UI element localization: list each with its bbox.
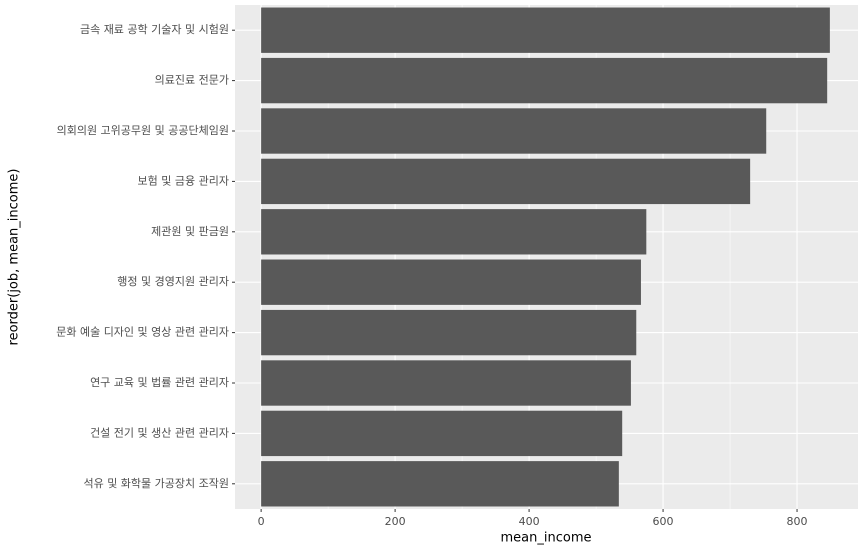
y-tick-label: 보험 및 금융 관리자 xyxy=(138,174,229,187)
y-tick-label: 금속 재료 공학 기술자 및 시험원 xyxy=(80,23,229,36)
x-tick-label: 600 xyxy=(653,515,674,528)
bar xyxy=(261,57,828,104)
x-tick-label: 200 xyxy=(385,515,406,528)
bar xyxy=(261,410,623,457)
y-tick-label: 석유 및 화학물 가공장치 조작원 xyxy=(83,477,229,490)
x-tick-label: 800 xyxy=(787,515,808,528)
bar xyxy=(261,158,751,205)
y-tick-label: 의료진료 전문가 xyxy=(155,74,229,87)
bar xyxy=(261,461,619,507)
y-axis-title: reorder(job, mean_income) xyxy=(7,169,22,346)
y-tick-label: 제관원 및 판금원 xyxy=(151,225,229,238)
x-tick-label: 400 xyxy=(519,515,540,528)
y-tick-label: 행정 및 경영지원 관리자 xyxy=(117,275,229,288)
y-tick-label: 연구 교육 및 법률 관련 관리자 xyxy=(90,376,229,389)
x-axis-title: mean_income xyxy=(501,531,592,546)
bar xyxy=(261,360,631,406)
y-tick-label: 의회의원 고위공무원 및 공공단체임원 xyxy=(57,124,229,137)
bar xyxy=(261,108,767,154)
x-tick-label: 0 xyxy=(258,515,265,528)
bar xyxy=(261,7,830,53)
bar xyxy=(261,309,637,356)
bar xyxy=(261,209,647,255)
bar xyxy=(261,259,641,305)
y-tick-label: 건설 전기 및 생산 관련 관리자 xyxy=(90,426,229,439)
y-tick-label: 문화 예술 디자인 및 영상 관련 관리자 xyxy=(56,326,229,339)
